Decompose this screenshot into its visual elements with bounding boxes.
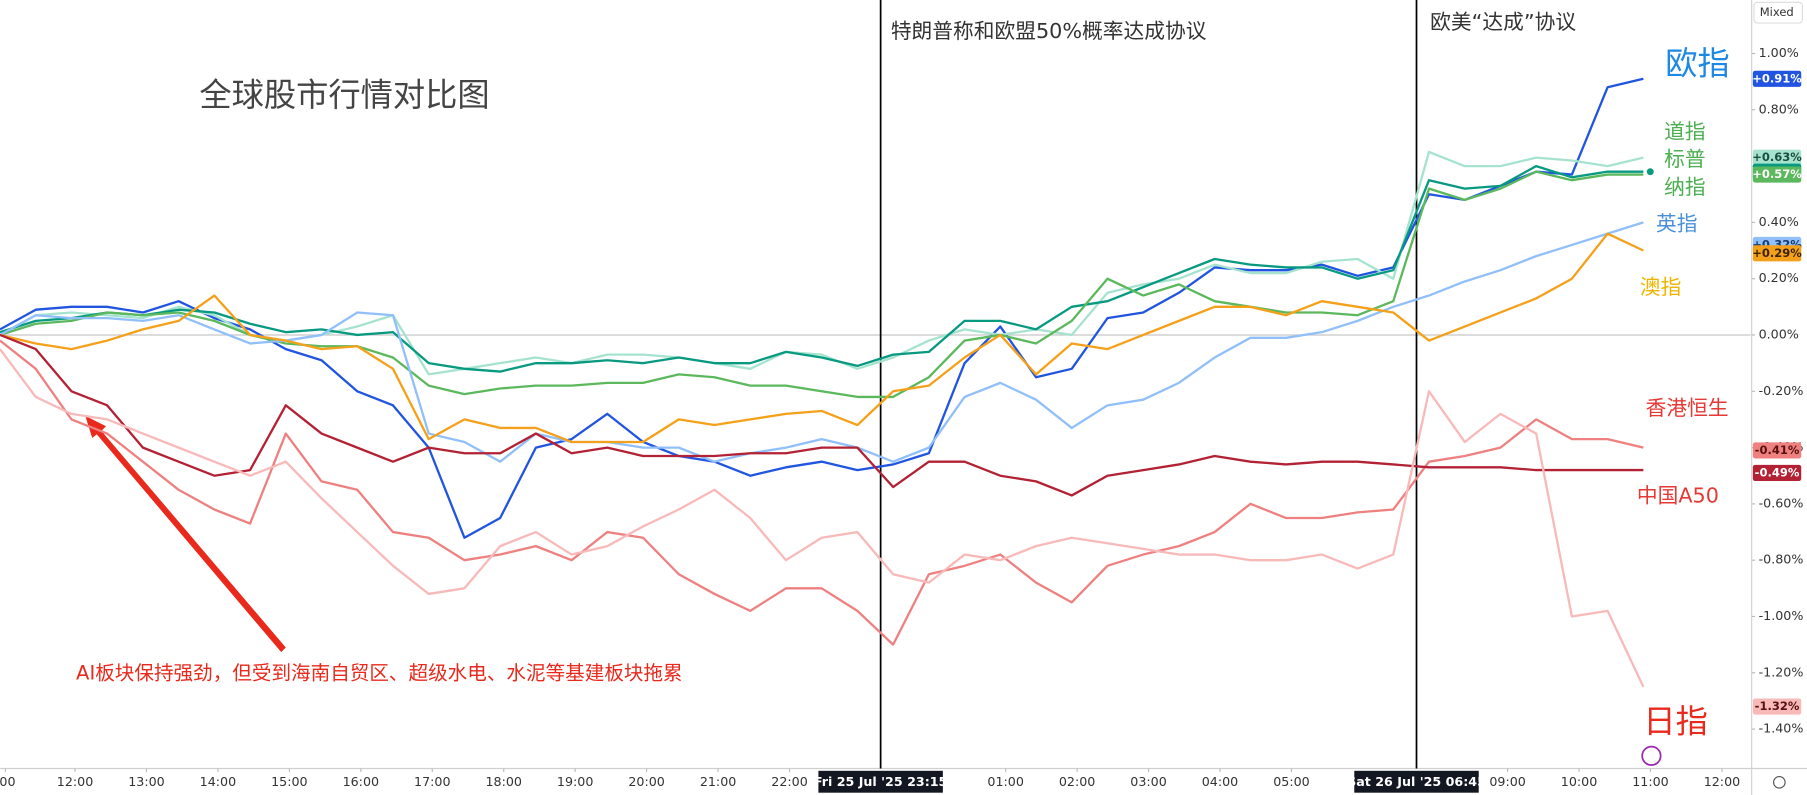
price-badge xyxy=(1752,698,1802,715)
x-tick-label: 09:00 xyxy=(1489,774,1525,789)
x-tick-label: 21:00 xyxy=(700,774,736,789)
series-label: 道指 xyxy=(1664,120,1705,144)
y-tick-label: 1.00% xyxy=(1759,45,1799,60)
price-badge-label: +0.57% xyxy=(1752,167,1802,181)
series-label: 中国A50 xyxy=(1637,484,1719,508)
x-tick-label: 17:00 xyxy=(414,774,450,789)
price-badge-label: +0.91% xyxy=(1752,71,1802,85)
x-tick-label: 19:00 xyxy=(557,774,593,789)
y-tick-label: 0.40% xyxy=(1759,214,1799,229)
x-tick-label: 12:00 xyxy=(57,774,93,789)
x-tick-label: 20:00 xyxy=(628,774,664,789)
series-line xyxy=(0,232,1644,444)
x-tick-label: 18:00 xyxy=(485,774,521,789)
y-tick-label: 0.00% xyxy=(1759,326,1799,341)
x-tick-label: 11:00 xyxy=(1632,774,1668,789)
x-tick-label: 05:00 xyxy=(1273,774,1309,789)
scale-mode-button[interactable] xyxy=(1753,1,1803,24)
date-marker-label: Sat 26 Jul '25 06:45 xyxy=(1347,774,1486,789)
x-tick-label: 04:00 xyxy=(1202,774,1238,789)
x-tick-label: :00 xyxy=(0,774,16,789)
last-point xyxy=(1646,168,1654,176)
series-label: 香港恒生 xyxy=(1646,396,1729,420)
price-badge-label: -0.49% xyxy=(1755,465,1800,479)
arrow xyxy=(85,415,286,653)
series-line xyxy=(0,339,1644,646)
y-tick-label: -1.40% xyxy=(1759,721,1804,736)
y-tick-label: 0.80% xyxy=(1759,101,1799,116)
annotation: 欧美“达成”协议 xyxy=(1430,10,1576,34)
event-icon[interactable] xyxy=(1641,745,1662,766)
x-tick-label: 12:00 xyxy=(1704,774,1740,789)
series-label: 纳指 xyxy=(1664,175,1705,199)
price-badge-label: +0.63% xyxy=(1752,150,1802,164)
y-tick-label: -0.20% xyxy=(1759,383,1804,398)
price-badge xyxy=(1752,149,1802,166)
x-tick-label: 15:00 xyxy=(271,774,307,789)
series-label: 英指 xyxy=(1656,212,1697,236)
y-tick-label: -0.60% xyxy=(1759,495,1804,510)
date-marker-box xyxy=(818,770,943,793)
series-line xyxy=(0,221,1644,463)
scale-mode[interactable]: Mixed xyxy=(1760,5,1794,19)
y-tick-label: 0.20% xyxy=(1759,270,1799,285)
x-tick-label: 13:00 xyxy=(128,774,164,789)
x-tick-label: 10:00 xyxy=(1561,774,1597,789)
x-tick-label: 14:00 xyxy=(200,774,236,789)
y-tick-label: -1.20% xyxy=(1759,664,1804,679)
x-tick-label: 01:00 xyxy=(987,774,1023,789)
series-line xyxy=(0,333,1644,497)
price-badge xyxy=(1752,464,1802,481)
series-label: 标普 xyxy=(1664,147,1705,171)
series-label: 欧指 xyxy=(1665,45,1730,83)
series-label: 日指 xyxy=(1643,703,1708,741)
price-badge-label: -1.32% xyxy=(1755,699,1800,713)
x-tick-label: 22:00 xyxy=(771,774,807,789)
date-marker-label: Fri 25 Jul '25 23:15 xyxy=(814,774,947,789)
series-line xyxy=(0,348,1645,688)
series-label: 澳指 xyxy=(1640,275,1681,299)
settings-icon[interactable] xyxy=(1773,775,1786,789)
price-badge xyxy=(1752,245,1802,262)
price-badge-label: -0.41% xyxy=(1755,443,1800,457)
series-line xyxy=(0,164,1644,373)
date-marker-box xyxy=(1354,770,1479,793)
x-tick-label: 02:00 xyxy=(1059,774,1095,789)
price-badge xyxy=(1752,70,1802,87)
price-badge-label: +0.29% xyxy=(1752,246,1802,260)
x-tick-label: 16:00 xyxy=(343,774,379,789)
annotation: AI板块保持强劲，但受到海南自贸区、超级水电、水泥等基建板块拖累 xyxy=(76,662,683,685)
y-tick-label: -0.80% xyxy=(1759,552,1804,567)
price-badge xyxy=(1752,166,1802,183)
price-badge xyxy=(1752,442,1802,459)
x-tick-label: 03:00 xyxy=(1130,774,1166,789)
y-tick-label: -1.00% xyxy=(1759,608,1804,623)
chart-title: 全球股市行情对比图 xyxy=(199,76,489,114)
annotation: 特朗普称和欧盟50%概率达成协议 xyxy=(891,19,1207,43)
